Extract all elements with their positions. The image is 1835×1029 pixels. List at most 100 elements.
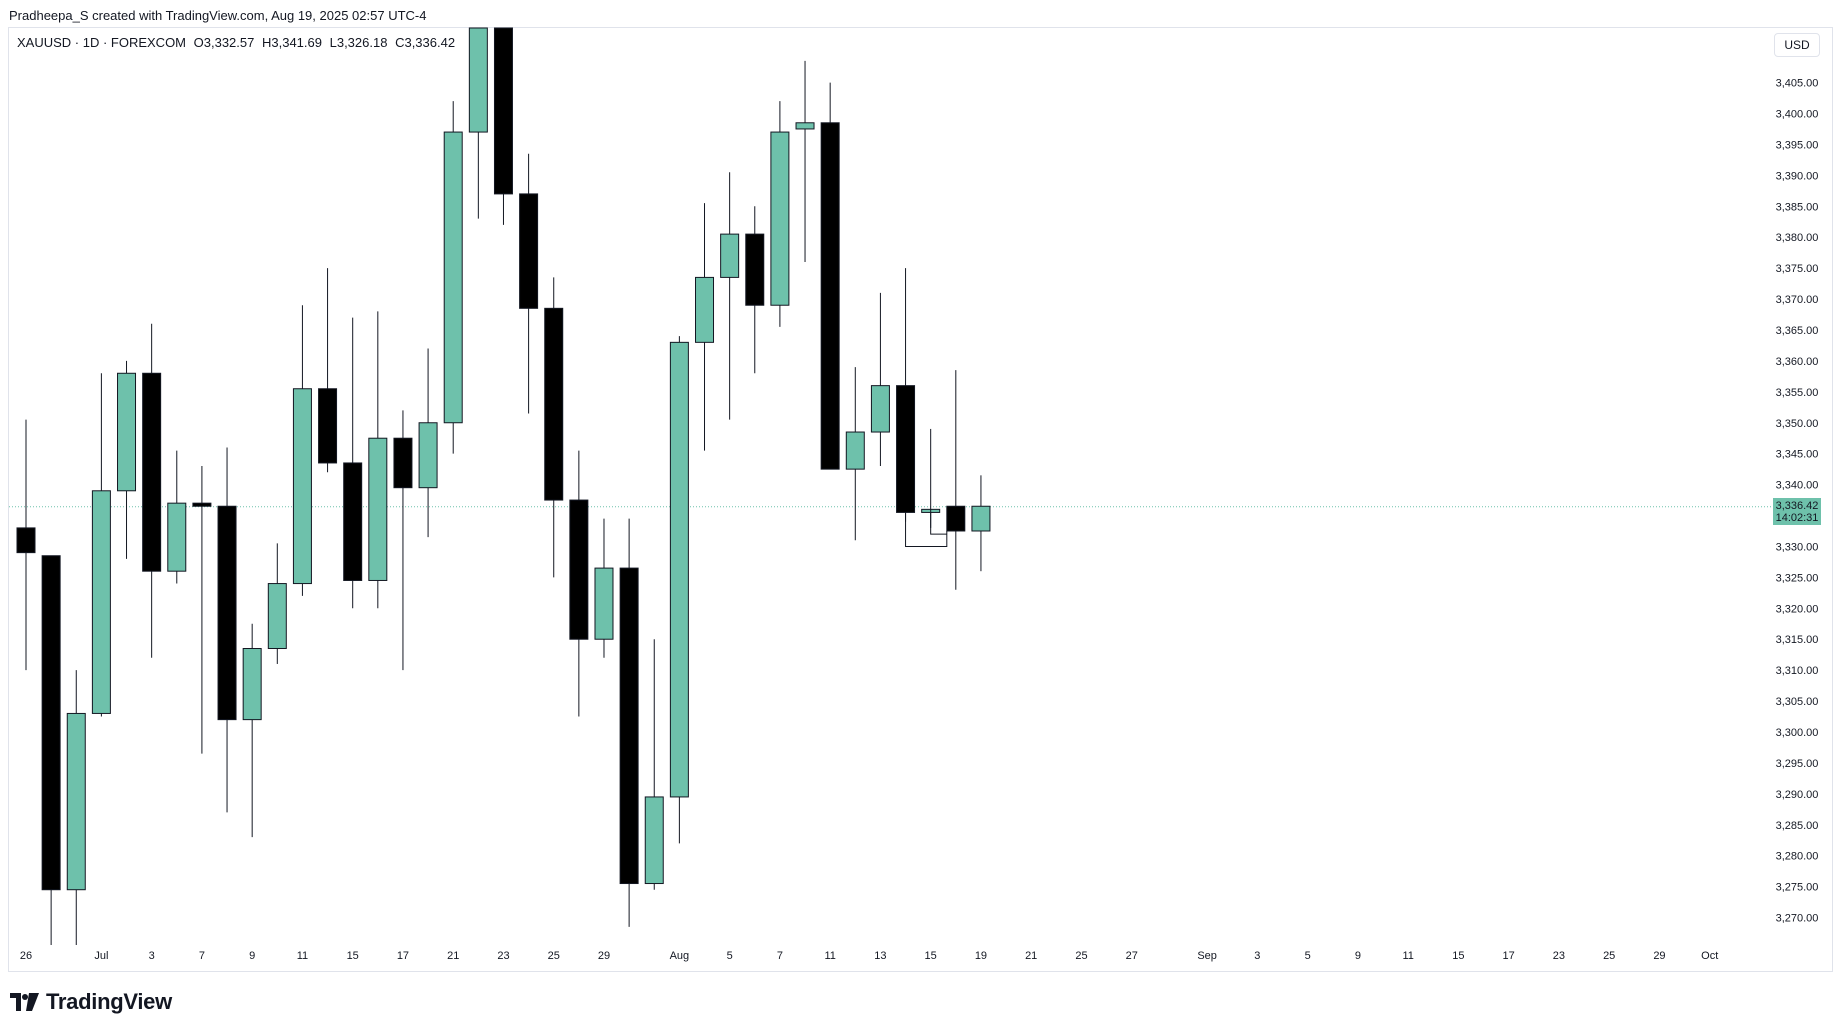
candle[interactable] (820, 82, 840, 470)
x-tick-label: 5 (1305, 950, 1311, 962)
candle[interactable] (418, 348, 438, 538)
legend-open: O3,332.57 (193, 35, 255, 50)
candle-body-up (468, 27, 488, 133)
last-price-value: 3,336.42 (1775, 500, 1819, 512)
candle[interactable] (393, 410, 413, 671)
candlestick-chart[interactable]: 3,270.00 3,275.00 3,280.00 3,285.00 3,290.00… (0, 0, 1835, 980)
candle[interactable] (669, 336, 689, 844)
candle[interactable] (695, 203, 715, 451)
x-tick-label: Aug (670, 950, 690, 962)
candle[interactable] (745, 206, 765, 374)
candle[interactable] (267, 543, 287, 664)
candle[interactable] (644, 639, 664, 890)
y-tick-label: 3,295.00 (1776, 758, 1819, 770)
candle[interactable] (770, 101, 790, 327)
candle[interactable] (519, 153, 539, 414)
candle-body-down (745, 233, 765, 306)
candle-body-down (896, 385, 916, 513)
candle[interactable] (971, 475, 991, 572)
candle[interactable] (167, 450, 187, 584)
y-tick-label: 3,350.00 (1776, 418, 1819, 430)
x-tick-label: 9 (1355, 950, 1361, 962)
candle-body-up (66, 712, 86, 891)
candle[interactable] (544, 277, 564, 578)
x-tick-label: 5 (727, 950, 733, 962)
candle-body-down (217, 505, 237, 721)
candle-body-down (619, 567, 639, 885)
candle[interactable] (443, 101, 463, 454)
last-price-label: 3,336.42 14:02:31 (1773, 498, 1821, 525)
candle-body-up (242, 648, 262, 721)
candle[interactable] (468, 27, 488, 219)
candle-body-up (770, 131, 790, 306)
x-tick-label: 13 (874, 950, 886, 962)
candle-layer (16, 27, 991, 945)
candle-body-down (493, 27, 513, 195)
x-tick-label: 25 (1075, 950, 1087, 962)
x-axis-ticks: 26 Jul 3 7 9 11 15 17 21 23 25 29 Aug 5 7 11 13 15 19 21 25 2… (20, 950, 1718, 962)
y-tick-label: 3,310.00 (1776, 665, 1819, 677)
candle[interactable] (946, 370, 966, 590)
candle-body-down (142, 372, 162, 572)
brand-logo[interactable]: TradingView (10, 989, 172, 1014)
candle[interactable] (66, 670, 86, 945)
x-tick-label: 15 (347, 950, 359, 962)
legend-high: H3,341.69 (261, 35, 322, 50)
candle-body-down (569, 499, 589, 640)
candle-body-up (845, 431, 865, 470)
candle[interactable] (569, 450, 589, 717)
currency-button[interactable]: USD (1774, 33, 1820, 57)
x-tick-label: 23 (1553, 950, 1565, 962)
candle[interactable] (594, 518, 614, 658)
candle[interactable] (16, 419, 36, 671)
candle[interactable] (242, 623, 262, 838)
candle[interactable] (217, 447, 237, 813)
chart-frame[interactable] (8, 27, 1833, 972)
candle[interactable] (720, 172, 740, 420)
x-tick-label: 11 (297, 950, 308, 962)
candle-body-up (594, 567, 614, 640)
candle[interactable] (619, 518, 639, 927)
candle[interactable] (192, 466, 212, 754)
x-tick-label: 25 (548, 950, 560, 962)
candle[interactable] (343, 317, 363, 609)
x-tick-label: 17 (1503, 950, 1515, 962)
candle[interactable] (318, 268, 338, 473)
x-tick-label: 23 (497, 950, 509, 962)
y-tick-label: 3,275.00 (1776, 882, 1819, 894)
candle-body-down (946, 505, 966, 532)
candle-body-up (292, 388, 312, 585)
x-tick-label: 11 (824, 950, 835, 962)
candle[interactable] (292, 305, 312, 596)
y-tick-label: 3,380.00 (1776, 232, 1819, 244)
y-tick-label: 3,395.00 (1776, 139, 1819, 151)
candle[interactable] (117, 360, 137, 559)
candle-body-down (41, 555, 61, 891)
x-tick-label: 7 (777, 950, 783, 962)
y-tick-label: 3,305.00 (1776, 696, 1819, 708)
y-tick-label: 3,390.00 (1776, 170, 1819, 182)
candle[interactable] (41, 555, 61, 945)
candle[interactable] (896, 268, 916, 522)
candle-body-down (519, 193, 539, 309)
candle[interactable] (493, 27, 513, 225)
candle[interactable] (870, 292, 890, 467)
candle[interactable] (368, 311, 388, 609)
candle[interactable] (845, 367, 865, 541)
candle[interactable] (795, 60, 815, 262)
x-tick-label: 21 (1025, 950, 1037, 962)
y-tick-label: 3,375.00 (1776, 263, 1819, 275)
candle-body-up (267, 583, 287, 650)
y-tick-label: 3,355.00 (1776, 387, 1819, 399)
legend-symbol[interactable]: XAUUSD · 1D · FOREXCOM (17, 35, 187, 50)
candle-body-up (167, 502, 187, 572)
candle-body-up (91, 490, 111, 714)
candle-body-up (368, 437, 388, 581)
x-tick-label: 15 (1452, 950, 1464, 962)
y-tick-label: 3,300.00 (1776, 727, 1819, 739)
y-tick-label: 3,330.00 (1776, 541, 1819, 553)
candle[interactable] (142, 323, 162, 658)
tradingview-logo-icon (10, 993, 39, 1011)
candle[interactable] (91, 373, 111, 717)
candle-body-up (644, 796, 664, 885)
